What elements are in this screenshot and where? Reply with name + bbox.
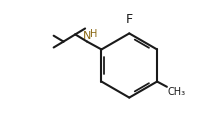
Text: CH₃: CH₃	[168, 88, 186, 97]
Text: H: H	[90, 29, 98, 39]
Text: N: N	[83, 31, 91, 41]
Text: F: F	[126, 13, 133, 26]
